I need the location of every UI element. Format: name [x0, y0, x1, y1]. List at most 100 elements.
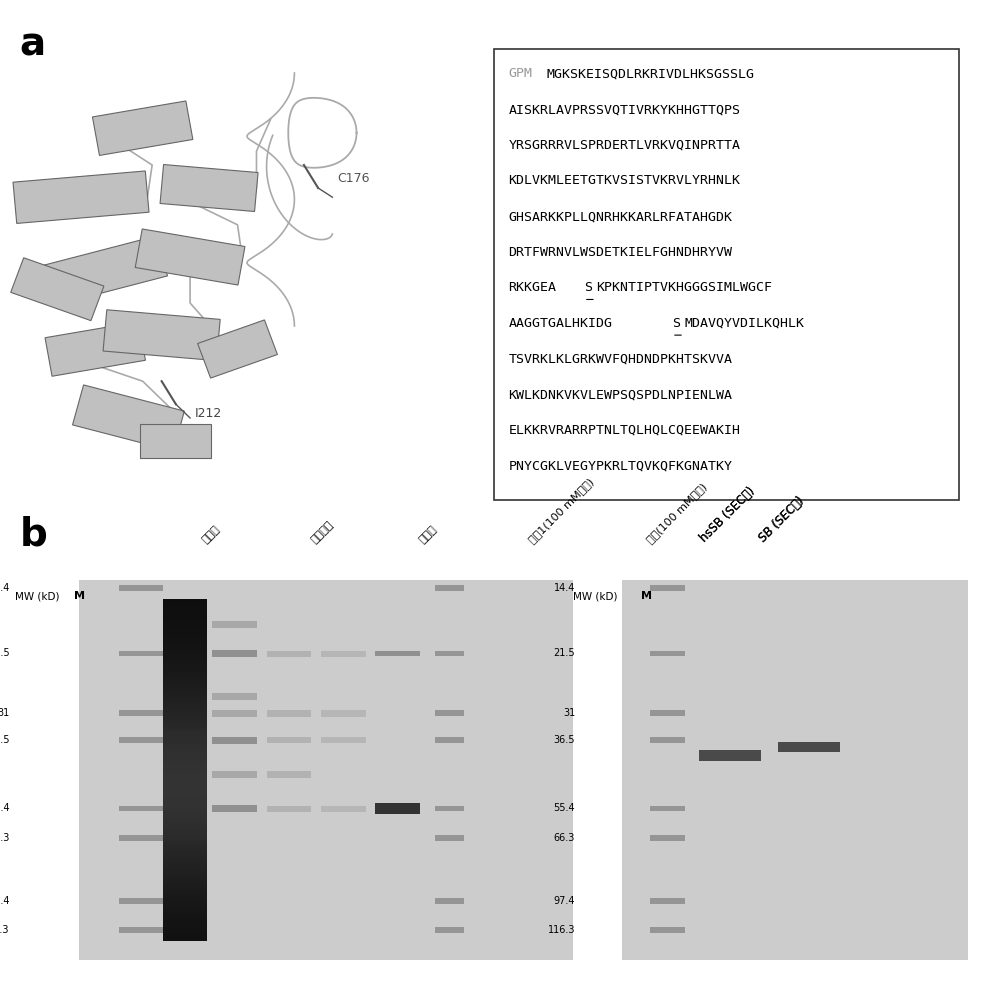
Text: I212: I212	[195, 407, 222, 420]
Text: S: S	[584, 281, 592, 294]
Text: 14.4: 14.4	[0, 583, 10, 593]
Bar	[163, 865, 207, 869]
Bar	[163, 859, 207, 862]
Bar	[163, 636, 207, 640]
Bar	[163, 811, 207, 814]
Bar	[163, 896, 207, 900]
Bar	[163, 841, 207, 845]
Bar	[163, 872, 207, 876]
Bar	[321, 651, 366, 657]
Bar	[375, 651, 420, 656]
Bar	[778, 742, 840, 752]
Bar	[163, 797, 207, 801]
Bar	[267, 651, 311, 657]
Bar	[11, 258, 104, 321]
Bar	[163, 845, 207, 849]
Bar	[163, 746, 207, 749]
Bar	[163, 705, 207, 708]
Bar	[163, 886, 207, 890]
Bar	[163, 773, 207, 777]
Text: 31: 31	[0, 708, 10, 718]
Bar	[163, 670, 207, 674]
Bar	[163, 814, 207, 818]
Bar	[163, 783, 207, 787]
Text: hsSB (SEC后): hsSB (SEC后)	[698, 485, 758, 545]
Bar	[163, 770, 207, 773]
Bar	[45, 322, 145, 376]
Bar	[163, 763, 207, 767]
Bar	[163, 640, 207, 643]
Text: GHSARKKPLLQNRHKKARLRFATAHGDK: GHSARKKPLLQNRHKKARLRFATAHGDK	[508, 210, 732, 223]
Text: 55.4: 55.4	[553, 803, 575, 813]
Text: 97.4: 97.4	[0, 896, 10, 906]
Bar	[321, 737, 366, 743]
Bar	[163, 903, 207, 907]
Bar	[212, 710, 257, 717]
Text: 66.3: 66.3	[554, 833, 575, 843]
Bar	[163, 831, 207, 835]
Bar	[163, 787, 207, 791]
Bar	[163, 900, 207, 903]
Bar	[163, 930, 207, 934]
Text: RKKGEA: RKKGEA	[508, 281, 556, 294]
Bar	[163, 619, 207, 623]
Text: KDLVKMLEETGTKVSISTVKRVLYRHNLK: KDLVKMLEETGTKVSISTVKRVLYRHNLK	[508, 174, 740, 187]
Bar	[163, 780, 207, 784]
Bar	[163, 691, 207, 695]
Text: PNYCGKLVEGYPKRLTQVKQFKGNATKY: PNYCGKLVEGYPKRLTQVKQFKGNATKY	[508, 460, 732, 473]
Bar	[163, 660, 207, 664]
Bar	[267, 806, 311, 812]
Bar	[163, 633, 207, 637]
Bar	[435, 927, 464, 933]
Text: KWLKDNKVKVLEWPSQSPDLNPIENLWA: KWLKDNKVKVLEWPSQSPDLNPIENLWA	[508, 388, 732, 401]
Bar	[163, 711, 207, 715]
Text: a: a	[20, 26, 45, 64]
Bar	[212, 693, 257, 700]
Bar	[119, 927, 163, 933]
Text: M: M	[641, 591, 652, 601]
Bar	[163, 852, 207, 856]
Text: GPM: GPM	[508, 67, 533, 80]
Bar	[650, 806, 685, 811]
Text: 116.3: 116.3	[0, 925, 10, 935]
Text: 21.5: 21.5	[553, 648, 575, 658]
Bar	[163, 766, 207, 770]
Text: 14.4: 14.4	[554, 583, 575, 593]
Bar	[160, 165, 258, 211]
Bar	[163, 848, 207, 852]
Text: 31: 31	[563, 708, 575, 718]
Bar	[163, 906, 207, 910]
Bar	[119, 835, 163, 841]
Text: KPKNTIPTVKHGGGSIMLWGCF: KPKNTIPTVKHGGGSIMLWGCF	[597, 281, 773, 294]
Bar	[135, 229, 245, 285]
Bar	[163, 855, 207, 859]
Text: 36.5: 36.5	[0, 735, 10, 745]
Bar	[119, 585, 163, 591]
Text: SB (SEC后): SB (SEC后)	[757, 494, 807, 545]
Text: 55.4: 55.4	[0, 803, 10, 813]
Bar	[163, 725, 207, 729]
Bar	[435, 835, 464, 841]
Bar	[163, 869, 207, 873]
Text: TSVRKLKLGRKWVFQHDNDPKHTSKVVA: TSVRKLKLGRKWVFQHDNDPKHTSKVVA	[508, 353, 732, 366]
Text: MDAVQYVDILKQHLK: MDAVQYVDILKQHLK	[685, 317, 804, 330]
Bar	[435, 898, 464, 904]
Bar	[650, 898, 685, 904]
Bar	[650, 585, 685, 591]
Bar	[163, 828, 207, 832]
Bar	[163, 824, 207, 828]
Bar	[163, 722, 207, 726]
Text: MW (kD): MW (kD)	[15, 591, 59, 601]
Bar	[163, 688, 207, 691]
Text: ELKKRVRARRPTNLTQLHQLCQEEWAKIH: ELKKRVRARRPTNLTQLHQLCQEEWAKIH	[508, 424, 740, 437]
Bar	[163, 924, 207, 927]
Bar	[163, 742, 207, 746]
Bar	[163, 749, 207, 753]
Bar	[163, 643, 207, 647]
Bar	[163, 756, 207, 760]
Bar	[163, 917, 207, 920]
Bar	[13, 171, 149, 223]
Bar	[435, 806, 464, 811]
Bar	[163, 790, 207, 794]
Bar	[163, 753, 207, 756]
